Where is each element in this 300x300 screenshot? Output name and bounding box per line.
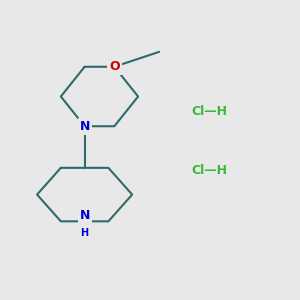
Text: H: H [80,228,89,238]
Text: O: O [109,60,120,73]
Text: Cl—H: Cl—H [191,164,227,177]
Text: N: N [80,209,90,222]
Text: N: N [80,120,90,133]
Text: Cl—H: Cl—H [191,105,227,118]
